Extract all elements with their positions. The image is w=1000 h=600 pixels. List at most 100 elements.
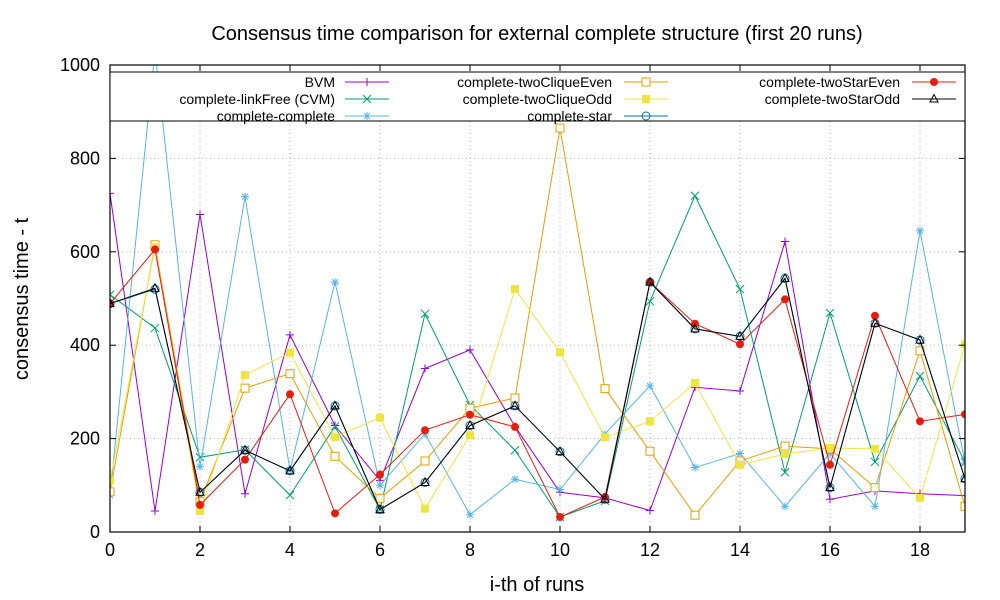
data-point [196,462,204,471]
chart-title: Consensus time comparison for external c… [211,23,862,45]
legend-swatch-marker [642,95,650,103]
series-line [110,277,965,511]
legend-entry-complete-twocliqueeven: complete-twoCliqueEven [457,74,668,90]
data-point [195,452,205,462]
legend-label: complete-twoCliqueOdd [463,91,612,107]
data-point [916,493,924,502]
data-point [960,474,965,484]
data-point [780,441,790,451]
data-point [376,481,384,490]
legend-swatch-marker [929,93,939,103]
data-point [510,445,520,455]
series-line [110,65,965,516]
data-point [511,475,519,484]
data-point [241,192,249,201]
legend-swatch-marker [641,111,651,121]
data-point [330,400,340,410]
data-point [646,381,654,390]
legend-entry-bvm: BVM [305,74,389,90]
data-point [780,272,790,282]
data-point [285,465,295,475]
data-point [286,390,294,399]
data-point [690,323,700,333]
series-complete-complete [110,47,965,519]
data-point [735,330,745,340]
data-point [331,278,339,287]
legend-swatch-marker [930,78,938,86]
data-point [151,245,159,254]
data-point [241,489,249,498]
legend-entry-complete-linkfree-cvm: complete-linkFree (CVM) [179,91,389,107]
data-point [600,493,610,503]
data-point [376,470,384,479]
data-point [781,502,789,511]
x-tick-label: 18 [910,540,930,560]
series-complete-twocliqueodd [110,243,965,515]
x-tick-label: 16 [820,540,840,560]
x-tick-label: 6 [375,540,385,560]
data-point [465,419,475,430]
x-tick-label: 14 [730,540,750,560]
data-point [645,446,655,456]
data-point [285,369,295,379]
tick-layer: 0 2 4 6 8 10 12 14 16 18 0 200 400 600 800 1000 [60,55,965,560]
series-line [110,194,965,518]
legend-label: complete-twoCliqueEven [457,74,612,90]
data-point [286,330,294,339]
data-point [466,345,474,354]
legend-label: complete-linkFree (CVM) [179,91,335,107]
data-point [151,47,159,55]
data-point [646,417,654,426]
y-tick-label: 0 [90,522,100,542]
data-point [331,421,339,430]
x-tick-label: 10 [550,540,570,560]
data-point [375,504,385,514]
data-point [826,460,834,469]
x-tick-label: 8 [465,540,475,560]
data-point [870,317,880,327]
series-line [110,193,965,512]
data-point [781,237,789,246]
series-line [110,127,965,517]
data-point [420,476,430,486]
legend-label: complete-twoStarOdd [765,91,900,107]
data-point [331,509,339,518]
data-point [691,379,699,388]
data-point [781,450,789,459]
legend-swatch-marker [362,94,372,104]
data-point [240,383,250,393]
data-point [420,456,430,466]
data-point [196,210,204,219]
data-point [915,334,925,344]
data-point [871,311,879,320]
series-complete-twostareven [110,245,965,522]
data-point [420,309,430,319]
data-point [466,410,474,419]
data-point [781,295,789,304]
data-point [110,476,114,485]
data-point [331,433,339,442]
data-point [110,189,114,198]
data-point [600,384,610,394]
y-tick-label: 200 [70,429,100,449]
series-line [110,248,965,518]
data-point [556,348,564,357]
data-point [691,463,699,472]
data-point [646,506,654,515]
data-point [241,371,249,380]
y-tick-label: 600 [70,242,100,262]
y-tick-label: 800 [70,148,100,168]
data-point [421,504,429,513]
x-tick-label: 0 [105,540,115,560]
data-point [375,493,385,503]
data-point [511,422,519,431]
data-point [736,449,744,458]
data-point [736,386,744,395]
legend-entry-complete-twostareven: complete-twoStarEven [759,74,956,90]
legend-entry-complete-complete: complete-complete [217,108,389,124]
x-axis-label: i-th of runs [490,574,584,596]
data-point [871,444,879,453]
data-point [240,444,250,454]
legend-entry-complete-star: complete-star [527,108,668,124]
